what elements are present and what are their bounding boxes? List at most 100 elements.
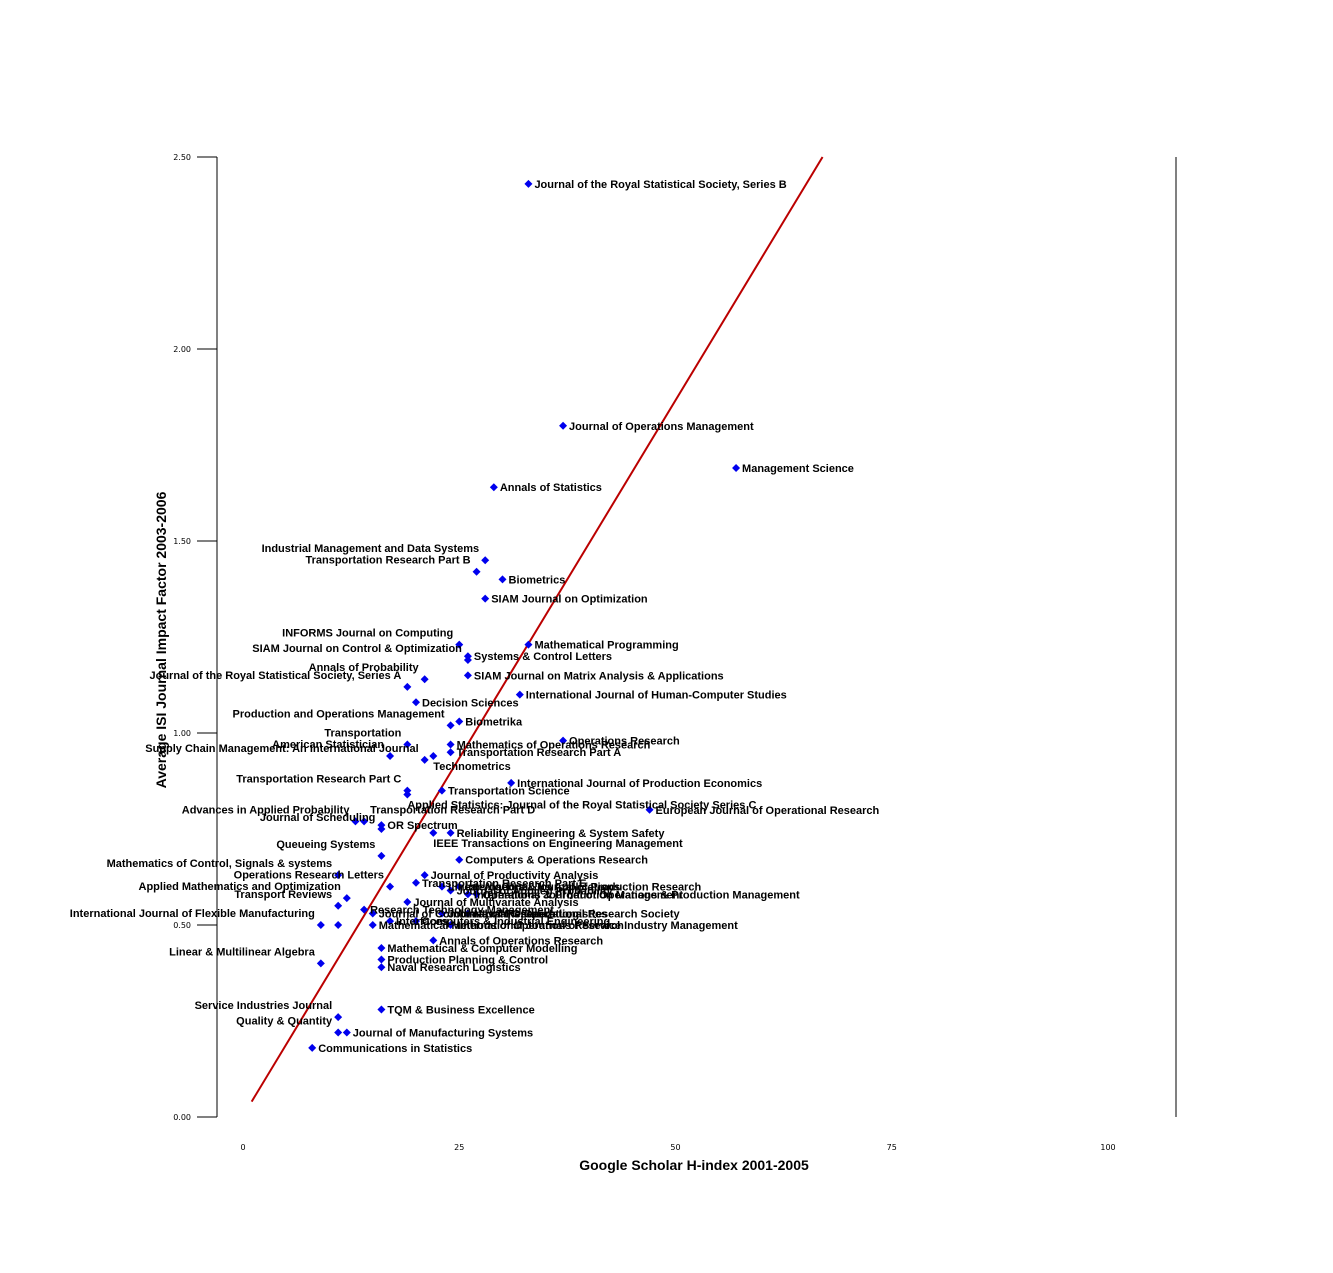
data-label: Journal of Productivity Analysis bbox=[431, 870, 599, 882]
y-axis-title: Average ISI Journal Impact Factor 2003-2… bbox=[153, 491, 169, 788]
data-label: Queueing Systems bbox=[276, 839, 375, 851]
data-label: Journal of the Royal Statistical Society… bbox=[534, 179, 786, 191]
data-point bbox=[463, 909, 472, 918]
data-label: Research Technology Management bbox=[370, 905, 554, 917]
data-label: Journal of Applied Probability bbox=[457, 885, 614, 897]
data-label: Technometrics bbox=[433, 761, 510, 773]
data-label: Quality & Quantity bbox=[236, 1016, 333, 1028]
data-point bbox=[463, 671, 472, 680]
data-point bbox=[412, 878, 420, 887]
data-label: Journal of Combinatorial Optimization bbox=[379, 908, 579, 920]
data-point bbox=[316, 959, 325, 968]
data-point bbox=[437, 909, 446, 918]
y-tick-label: 1.00 bbox=[173, 729, 191, 738]
data-label: Applied Statistics: Journal of the Royal… bbox=[407, 799, 756, 811]
y-tick-label: 2.50 bbox=[173, 153, 191, 162]
y-axis-ticks: 0.00 0.50 1.00 1.50 2.00 2.50 bbox=[173, 153, 217, 1122]
data-point bbox=[360, 905, 369, 914]
data-point bbox=[377, 825, 386, 833]
data-point bbox=[368, 921, 377, 929]
data-label: Transportation bbox=[324, 728, 401, 740]
data-point bbox=[386, 882, 395, 891]
data-label: Journal of Manufacturing Systems bbox=[353, 1028, 533, 1040]
trend-line bbox=[250, 156, 824, 1103]
data-label: Advances in Applied Probability bbox=[182, 804, 351, 816]
data-point bbox=[334, 871, 343, 880]
data-point bbox=[524, 179, 533, 188]
data-point bbox=[334, 1013, 343, 1022]
data-label: Production and Operations Management bbox=[233, 708, 445, 720]
data-label: SIAM Journal on Optimization bbox=[491, 594, 648, 606]
data-point bbox=[360, 817, 369, 826]
data-label: Journal of Multivariate Analysis bbox=[413, 897, 578, 909]
data-point bbox=[334, 921, 343, 929]
data-point bbox=[446, 828, 455, 837]
data-label: Systems & Control Letters bbox=[474, 651, 612, 663]
data-point bbox=[308, 1043, 317, 1052]
data-point bbox=[455, 855, 464, 864]
data-label: SIAM Journal on Matrix Analysis & Applic… bbox=[474, 670, 724, 682]
x-axis-ticks: 0 25 50 75 100 bbox=[240, 1143, 1115, 1152]
y-tick-label: 2.00 bbox=[173, 345, 191, 354]
data-label: Interfaces bbox=[396, 916, 448, 928]
data-label: Annals of Operations Research bbox=[439, 935, 603, 947]
data-label: Management Science bbox=[742, 463, 854, 475]
data-point bbox=[455, 640, 464, 649]
y-tick-label: 0.50 bbox=[173, 921, 191, 930]
x-tick-label: 100 bbox=[1100, 1143, 1115, 1152]
data-point bbox=[403, 897, 412, 906]
data-point bbox=[559, 421, 568, 430]
data-label: Operations Research Letters bbox=[234, 870, 384, 882]
data-point bbox=[368, 909, 377, 918]
data-label: Service Industries Journal bbox=[195, 1000, 333, 1012]
data-label: International Journal of Flexible Manufa… bbox=[70, 908, 315, 920]
data-point bbox=[472, 890, 481, 899]
data-label: Mathematical & Computer Modelling bbox=[387, 943, 577, 955]
data-point bbox=[489, 483, 498, 492]
data-point bbox=[437, 786, 446, 795]
x-axis-title: Google Scholar H-index 2001-2005 bbox=[579, 1157, 809, 1173]
data-points bbox=[308, 179, 741, 1052]
y-tick-label: 0.00 bbox=[173, 1113, 191, 1122]
data-label: American Statistician bbox=[272, 739, 384, 751]
data-point bbox=[481, 594, 490, 603]
data-label: TQM & Business Excellence bbox=[387, 1004, 534, 1016]
data-point bbox=[377, 851, 386, 860]
data-label: Operations Research bbox=[569, 736, 680, 748]
data-point bbox=[437, 882, 446, 891]
data-label: Journal of the Operational Research Soci… bbox=[448, 908, 681, 920]
data-point bbox=[403, 682, 412, 691]
data-label: IEEE Transactions on Engineering Managem… bbox=[433, 838, 683, 850]
data-label: Production Planning & Control bbox=[387, 955, 548, 967]
x-tick-label: 0 bbox=[240, 1143, 245, 1152]
data-point bbox=[463, 652, 472, 661]
data-label: Decision Sciences bbox=[422, 697, 519, 709]
data-label: Naval Research Logistics bbox=[387, 962, 520, 974]
data-label: Computers & Operations Research bbox=[465, 855, 648, 867]
data-label: Operations & Production Management bbox=[483, 889, 684, 901]
data-point bbox=[420, 675, 429, 684]
data-label: Biometrika bbox=[465, 716, 523, 728]
data-label: Transportation Research Part D bbox=[370, 804, 535, 816]
data-label: Journal of Scheduling bbox=[260, 812, 376, 824]
data-label: OR Spectrum bbox=[387, 820, 458, 832]
data-point bbox=[351, 817, 360, 826]
data-point bbox=[455, 717, 464, 726]
data-point bbox=[446, 921, 455, 929]
data-point bbox=[455, 882, 464, 891]
data-label: International Journal of Human-Computer … bbox=[526, 690, 787, 702]
data-label: Mathematical Methods of Operations Resea… bbox=[379, 920, 624, 932]
y-tick-label: 1.50 bbox=[173, 537, 191, 546]
data-point bbox=[515, 690, 524, 699]
data-label: Journal of Operations Management bbox=[569, 421, 754, 433]
data-label: Biometrics bbox=[509, 574, 566, 586]
data-label: Mathematics of Operations Research bbox=[457, 740, 651, 752]
data-label: Transportation Research Part C bbox=[236, 774, 401, 786]
data-label: International Journal of Operations & Pr… bbox=[474, 889, 800, 901]
data-point bbox=[446, 740, 455, 749]
data-label: Transportation Research Part B bbox=[305, 555, 470, 567]
data-point bbox=[481, 556, 490, 565]
data-label: Supply Chain Management: An Internationa… bbox=[145, 743, 418, 755]
data-point bbox=[498, 575, 507, 584]
x-tick-label: 75 bbox=[887, 1143, 897, 1152]
